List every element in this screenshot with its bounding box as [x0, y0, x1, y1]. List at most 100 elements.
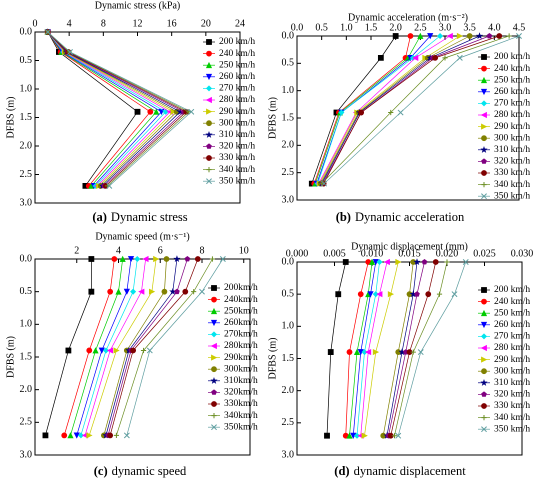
x-tick-label: 1.0 [340, 22, 353, 33]
legend-label: 270 km/h [494, 332, 530, 342]
legend-label: 310 km/h [494, 378, 530, 388]
legend-marker [481, 182, 487, 188]
x-tick-label: 3.0 [439, 22, 452, 33]
legend-marker [481, 193, 487, 200]
data-point [486, 33, 493, 39]
data-point [66, 49, 72, 55]
data-point [199, 288, 205, 295]
x-axis-title: Dynamic acceleration (m·s⁻²) [348, 12, 468, 23]
caption: (c) dynamic speed [94, 464, 187, 478]
x-tick-label: 0.025 [473, 248, 496, 259]
data-point [148, 288, 156, 295]
data-point [67, 432, 74, 439]
series-line [322, 35, 490, 184]
y-tick-label: 3.0 [282, 449, 295, 460]
legend-marker [480, 309, 488, 317]
data-point [194, 256, 201, 262]
legend-label: 280km/h [224, 341, 258, 351]
data-point [368, 258, 376, 265]
x-tick-label: 2.5 [414, 22, 427, 33]
x-tick-label: 0.000 [286, 248, 309, 259]
data-point [376, 291, 383, 298]
data-point [427, 33, 434, 40]
legend-label: 350 km/h [494, 191, 530, 201]
legend-label: 240 km/h [219, 49, 255, 59]
legend-marker [205, 73, 213, 81]
data-point [367, 291, 374, 298]
legend-marker [481, 135, 487, 142]
legend-label: 330 km/h [494, 401, 530, 411]
series-line [47, 31, 151, 187]
series-line [345, 261, 369, 436]
series-line [321, 35, 480, 184]
legend-label: 280 km/h [219, 95, 255, 105]
legend-marker [480, 333, 488, 340]
legend-label: 270km/h [224, 330, 258, 340]
y-tick-label: 2.5 [282, 167, 295, 178]
legend-marker [481, 54, 487, 60]
data-point [391, 433, 398, 439]
data-point [119, 255, 126, 262]
data-point [456, 32, 464, 40]
data-point [88, 288, 95, 295]
legend-marker [481, 403, 487, 409]
data-point [358, 109, 365, 116]
legend-label: 200km/h [224, 283, 258, 293]
series-line [63, 258, 115, 436]
data-point [496, 33, 503, 39]
series-line [349, 261, 373, 436]
legend-label: 300 km/h [219, 118, 255, 128]
legend-label: 310 km/h [219, 130, 255, 140]
data-point [153, 108, 160, 115]
series-line [320, 35, 470, 184]
legend-label: 200 km/h [494, 52, 530, 62]
data-point [102, 347, 109, 354]
legend-label: 260km/h [224, 318, 258, 328]
legend-marker [206, 120, 212, 127]
legend-label: 320 km/h [494, 390, 530, 400]
data-point [153, 255, 160, 263]
legend-marker [211, 389, 217, 395]
y-tick-label: 3.0 [20, 449, 33, 460]
legend-label: 330 km/h [494, 168, 530, 178]
data-point [451, 291, 458, 298]
y-tick-label: 2.5 [20, 417, 33, 428]
y-tick-label: 3.0 [20, 197, 33, 208]
data-point [184, 256, 191, 262]
legend-marker [481, 298, 487, 305]
legend-marker [205, 61, 213, 69]
legend-label: 310 km/h [494, 145, 530, 155]
data-point [191, 289, 197, 295]
data-point [327, 349, 334, 355]
y-tick-label: 2.5 [282, 417, 295, 428]
data-point [417, 32, 424, 39]
data-point [127, 256, 135, 263]
data-point [361, 432, 368, 439]
legend-label: 330km/h [224, 399, 258, 409]
legend-label: 270 km/h [494, 99, 530, 109]
data-point [342, 259, 349, 265]
x-tick-label: 2 [74, 245, 79, 256]
data-point [353, 432, 361, 439]
x-tick-label: 24 [235, 18, 245, 29]
series-line [364, 261, 399, 436]
legend-label: 290 km/h [494, 122, 530, 132]
data-point [475, 32, 484, 40]
x-tick-label: 6 [158, 245, 163, 256]
series-line [80, 258, 138, 436]
data-point [436, 291, 443, 297]
legend-marker [210, 377, 218, 384]
legend-label: 240 km/h [494, 297, 530, 307]
legend-marker [206, 50, 212, 57]
legend-label: 260 km/h [494, 320, 530, 330]
series-line [313, 35, 411, 184]
legend-marker [210, 307, 218, 315]
legend-marker [210, 331, 218, 338]
data-point [138, 288, 145, 295]
y-tick-label: 1.5 [20, 112, 33, 123]
data-point [130, 288, 137, 295]
caption-label: (a) [92, 210, 107, 224]
y-tick-label: 1.5 [282, 353, 295, 364]
series-line [394, 261, 448, 436]
